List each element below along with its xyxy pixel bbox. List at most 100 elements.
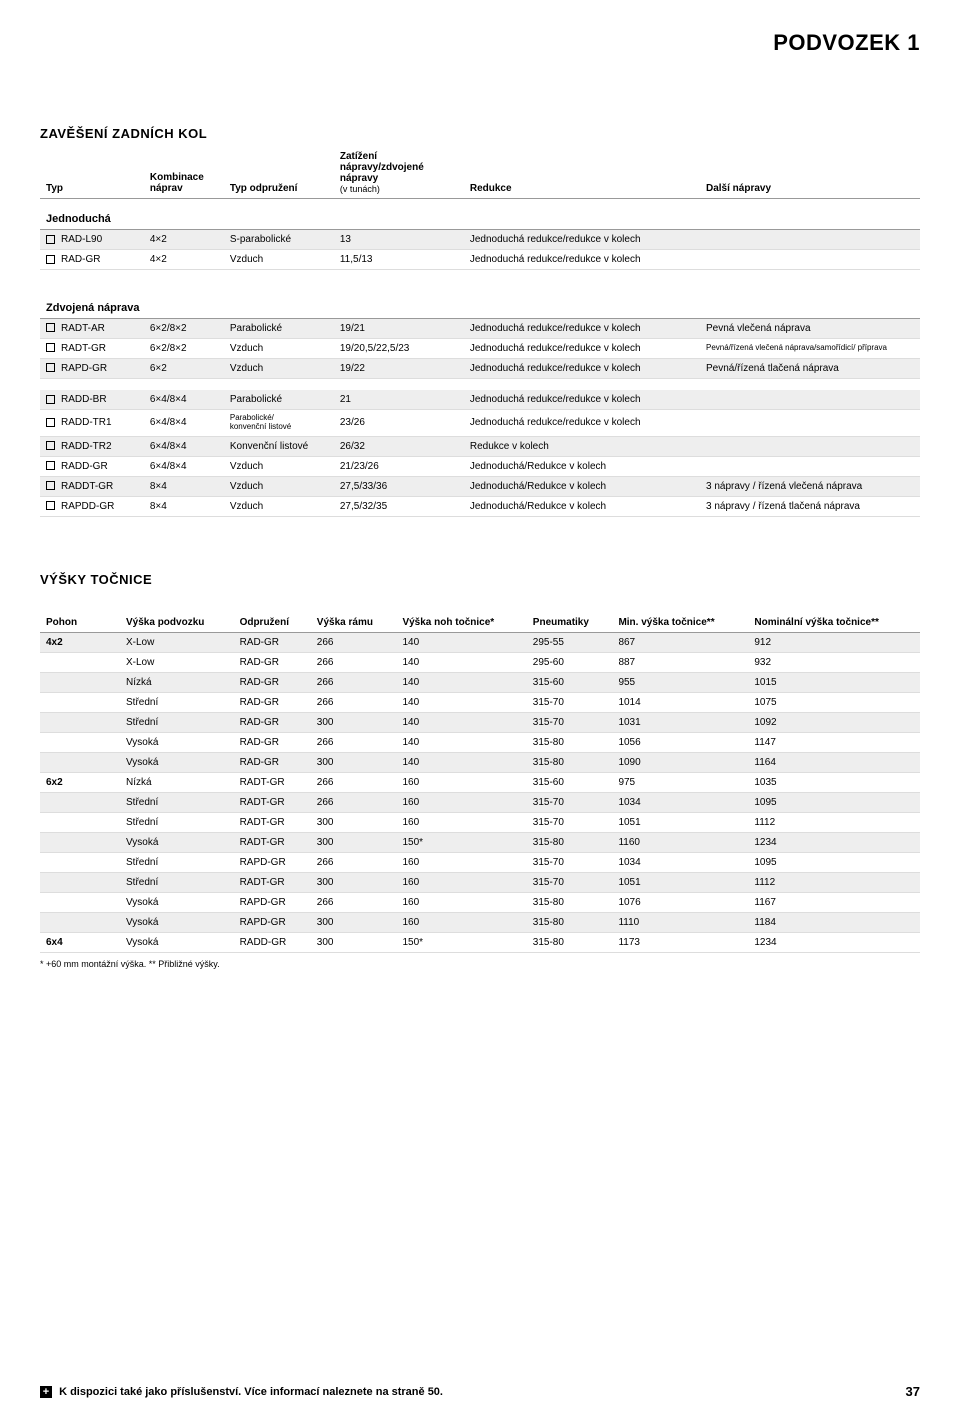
- cell: [40, 692, 120, 712]
- cell: [40, 912, 120, 932]
- cell: 160: [396, 812, 526, 832]
- table-row: RAPDD-GR8×4Vzduch27,5/32/35Jednoduchá/Re…: [40, 496, 920, 516]
- cell: RADT-GR: [234, 792, 311, 812]
- table-row: VysokáRAD-GR266140315-8010561147: [40, 732, 920, 752]
- section2-title: VÝŠKY TOČNICE: [40, 572, 920, 587]
- cell: 6×4/8×4: [144, 456, 224, 476]
- table-row: 4x2X-LowRAD-GR266140295-55867912: [40, 632, 920, 652]
- cell: [40, 752, 120, 772]
- cell: 266: [311, 652, 397, 672]
- col-header: Výška podvozku: [120, 613, 234, 633]
- col-header: Výška rámu: [311, 613, 397, 633]
- cell: RAPD-GR: [234, 852, 311, 872]
- cell: 315-70: [527, 852, 613, 872]
- col-load: Zatížení nápravy/zdvojené nápravy(v tuná…: [334, 147, 464, 199]
- cell: RAD-GR: [234, 712, 311, 732]
- cell: [700, 250, 920, 270]
- cell: 315-70: [527, 792, 613, 812]
- cell: 1173: [612, 932, 748, 952]
- cell: Střední: [120, 792, 234, 812]
- cell: Konvenční listové: [224, 436, 334, 456]
- cell: 295-60: [527, 652, 613, 672]
- cell: [40, 832, 120, 852]
- cell-type: RADT-GR: [40, 338, 144, 358]
- table-row: StředníRAD-GR300140315-7010311092: [40, 712, 920, 732]
- cell: 266: [311, 772, 397, 792]
- cell-type: RADD-GR: [40, 456, 144, 476]
- cell: X-Low: [120, 652, 234, 672]
- cell: 300: [311, 832, 397, 852]
- cell: 1092: [748, 712, 920, 732]
- cell: Jednoduchá redukce/redukce v kolech: [464, 390, 700, 410]
- cell: 8×4: [144, 496, 224, 516]
- table-row: RAD-L904×2S-parabolické13Jednoduchá redu…: [40, 230, 920, 250]
- cell: 140: [396, 752, 526, 772]
- cell-type: RAD-GR: [40, 250, 144, 270]
- cell: 1090: [612, 752, 748, 772]
- cell: 19/20,5/22,5/23: [334, 338, 464, 358]
- col-type: Typ: [40, 147, 144, 199]
- cell: [40, 872, 120, 892]
- checkbox-icon: [46, 363, 55, 372]
- cell: 315-70: [527, 712, 613, 732]
- cell: 27,5/32/35: [334, 496, 464, 516]
- cell: 1014: [612, 692, 748, 712]
- cell: Jednoduchá redukce/redukce v kolech: [464, 250, 700, 270]
- cell: RAD-GR: [234, 652, 311, 672]
- cell: 6×2/8×2: [144, 338, 224, 358]
- cell: Parabolické: [224, 318, 334, 338]
- suspension-table: TypKombinace nápravTyp odpruženíZatížení…: [40, 147, 920, 517]
- cell: 27,5/33/36: [334, 476, 464, 496]
- cell: 6×4/8×4: [144, 410, 224, 437]
- cell: 160: [396, 792, 526, 812]
- cell: Jednoduchá redukce/redukce v kolech: [464, 230, 700, 250]
- cell: 3 nápravy / řízená tlačená náprava: [700, 496, 920, 516]
- cell: 315-80: [527, 932, 613, 952]
- cell: 932: [748, 652, 920, 672]
- cell: 3 nápravy / řízená vlečená náprava: [700, 476, 920, 496]
- cell-type: RAPD-GR: [40, 358, 144, 378]
- cell: 315-80: [527, 752, 613, 772]
- cell: Vzduch: [224, 338, 334, 358]
- cell: Vzduch: [224, 476, 334, 496]
- height-table: PohonVýška podvozkuOdpruženíVýška rámuVý…: [40, 593, 920, 953]
- cell: Jednoduchá/Redukce v kolech: [464, 456, 700, 476]
- cell: Nízká: [120, 772, 234, 792]
- cell: 6×4/8×4: [144, 390, 224, 410]
- cell: S-parabolické: [224, 230, 334, 250]
- cell: 300: [311, 932, 397, 952]
- table-row: 6x2NízkáRADT-GR266160315-609751035: [40, 772, 920, 792]
- cell: 315-80: [527, 912, 613, 932]
- cell: 1167: [748, 892, 920, 912]
- cell: [40, 852, 120, 872]
- checkbox-icon: [46, 461, 55, 470]
- cell: 150*: [396, 832, 526, 852]
- cell: 4x2: [40, 632, 120, 652]
- cell: Střední: [120, 712, 234, 732]
- table-row: RAPD-GR6×2Vzduch19/22Jednoduchá redukce/…: [40, 358, 920, 378]
- cell: 266: [311, 672, 397, 692]
- col-header: Nominální výška točnice**: [748, 613, 920, 633]
- cell: Jednoduchá redukce/redukce v kolech: [464, 358, 700, 378]
- cell: [40, 672, 120, 692]
- checkbox-icon: [46, 395, 55, 404]
- cell: 1075: [748, 692, 920, 712]
- cell: Vzduch: [224, 456, 334, 476]
- cell: 4×2: [144, 230, 224, 250]
- cell: RAD-GR: [234, 752, 311, 772]
- section1-title: ZAVĚŠENÍ ZADNÍCH KOL: [40, 126, 920, 141]
- cell: 140: [396, 652, 526, 672]
- cell: 315-80: [527, 832, 613, 852]
- cell: 160: [396, 892, 526, 912]
- table-row: X-LowRAD-GR266140295-60887932: [40, 652, 920, 672]
- table-row: StředníRAPD-GR266160315-7010341095: [40, 852, 920, 872]
- cell: 8×4: [144, 476, 224, 496]
- cell: 140: [396, 712, 526, 732]
- footer-text: K dispozici také jako příslušenství. Víc…: [59, 1386, 443, 1398]
- cell: RADD-GR: [234, 932, 311, 952]
- cell: 975: [612, 772, 748, 792]
- col-combo: Kombinace náprav: [144, 147, 224, 199]
- cell: Jednoduchá redukce/redukce v kolech: [464, 410, 700, 437]
- cell: 6x4: [40, 932, 120, 952]
- cell: 300: [311, 812, 397, 832]
